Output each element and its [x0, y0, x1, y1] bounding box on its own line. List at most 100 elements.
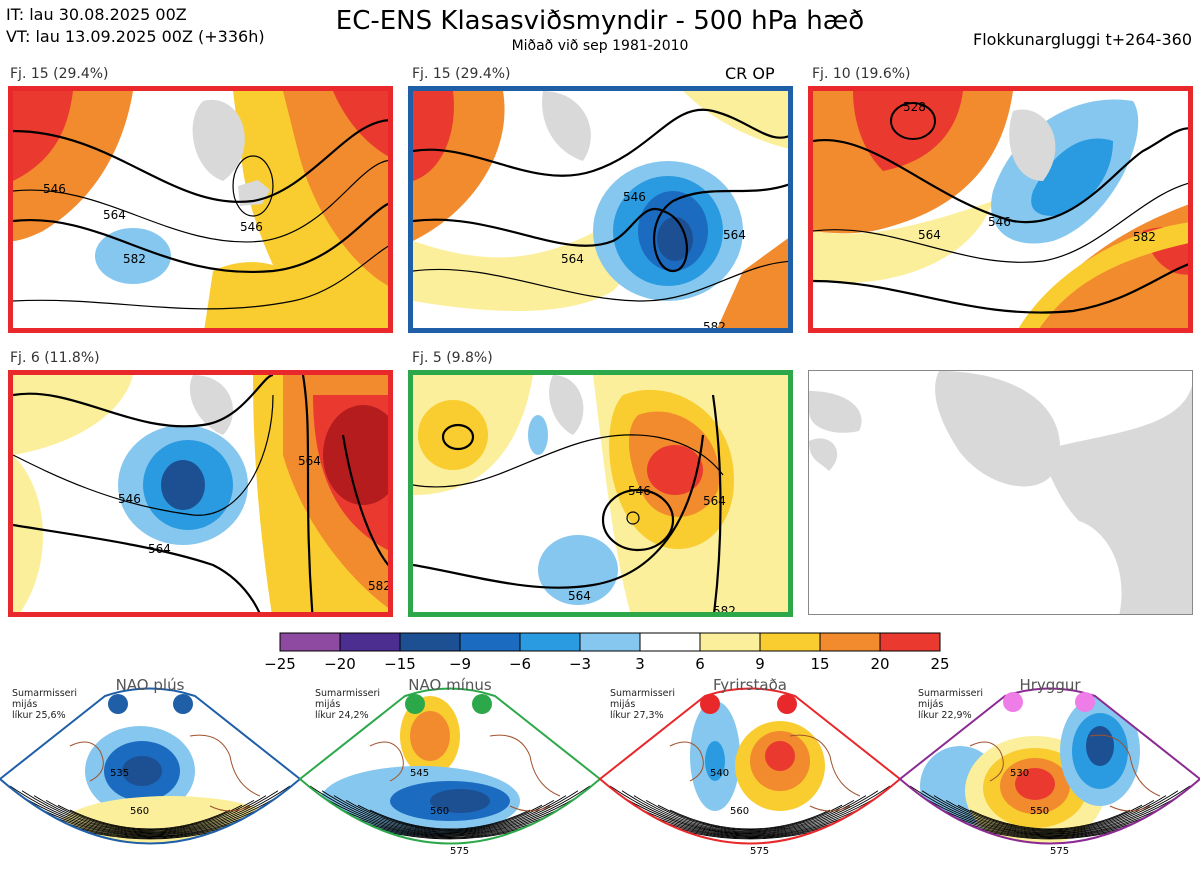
anomaly-positive-region — [647, 445, 703, 495]
colorbar-cell — [879, 632, 941, 652]
regime-contour — [9, 785, 291, 834]
anomaly-positive-region — [323, 405, 388, 505]
contour-label: 546 — [118, 492, 141, 506]
regime-frame — [0, 687, 302, 845]
regime-contour — [357, 804, 543, 831]
regime-contour — [921, 790, 1179, 834]
panel-label-5: Fj. 5 (9.8%) — [412, 350, 493, 366]
regime-coastline — [669, 734, 861, 812]
regime-map: 545 560 575 — [298, 687, 602, 857]
regime-contour-label: 560 — [130, 806, 149, 817]
regime-anomaly — [705, 741, 725, 781]
regime-contour — [57, 804, 243, 831]
colorbar-tick-label: 15 — [810, 655, 830, 673]
regime-contour-label: 575 — [450, 846, 469, 857]
regime-probability: líkur 22,9% — [918, 710, 972, 721]
chart-title: EC-ENS Klasasviðsmyndir - 500 hPa hæð — [335, 6, 865, 36]
regime-contour — [969, 809, 1131, 830]
regime-contour-label: 560 — [730, 806, 749, 817]
anomaly-positive-region — [13, 455, 43, 612]
contour-label: 564 — [703, 494, 726, 508]
land-greenland — [192, 99, 245, 181]
regime-contour-label: 530 — [1010, 768, 1029, 779]
regime-dot — [108, 694, 128, 714]
land-canada — [809, 391, 862, 433]
init-time: IT: lau 30.08.2025 00Z — [6, 5, 187, 24]
anomaly-negative-region — [1031, 138, 1113, 216]
panel-label-3: Fj. 10 (19.6%) — [812, 66, 911, 82]
regime-coastline — [69, 734, 261, 812]
regime-contour — [945, 800, 1155, 832]
contour-label: 546 — [623, 190, 646, 204]
height-contour — [13, 523, 261, 612]
chart-subtitle: Miðað við sep 1981-2010 — [511, 38, 689, 54]
anomaly-positive-region — [418, 400, 488, 470]
height-contour — [13, 160, 388, 243]
land-greenland — [1009, 109, 1056, 181]
regime-dot — [173, 694, 193, 714]
height-contour — [13, 119, 388, 203]
regime-dot — [777, 694, 797, 714]
regime-contour — [0, 780, 300, 835]
land-baffin — [809, 438, 838, 471]
anomaly-positive-region — [13, 91, 73, 181]
regime-contour — [21, 790, 279, 834]
land-greenland — [935, 371, 1061, 487]
colorbar-tick-label: 25 — [930, 655, 950, 673]
regime-anomaly — [430, 789, 490, 813]
regime-contour-label: 560 — [430, 806, 449, 817]
regime-contour — [45, 800, 255, 832]
colorbar-tick-label: 9 — [755, 655, 765, 673]
height-contour — [813, 127, 1188, 224]
regime-contour — [600, 756, 900, 840]
contour-label: 564 — [561, 252, 584, 266]
regime-meta-1: Sumarmisseri mijás líkur 25,6% — [12, 688, 77, 721]
regime-anomaly — [765, 741, 795, 771]
regime-meta-4: Sumarmisseri mijás líkur 22,9% — [918, 688, 983, 721]
regime-contour — [309, 785, 591, 834]
panel-label-4: Fj. 6 (11.8%) — [10, 350, 100, 366]
regime-contour-label: 540 — [710, 768, 729, 779]
height-contour — [813, 182, 1188, 263]
height-contour — [441, 423, 475, 451]
height-contour — [13, 375, 274, 428]
height-contour — [301, 375, 314, 612]
contour-label: 564 — [918, 228, 941, 242]
regime-frame — [298, 687, 602, 845]
classification-window: Flokkunargluggi t+264-360 — [973, 30, 1192, 49]
anomaly-negative-region — [161, 460, 205, 510]
regime-contour — [33, 795, 267, 833]
regime-season: Sumarmisseri — [12, 688, 78, 699]
anomaly-negative-region — [528, 415, 548, 455]
cluster-map-4: 546 564 564 582 — [8, 370, 393, 617]
regime-contour — [300, 756, 600, 840]
cluster-map-1: 546 564 582 546 — [8, 86, 393, 333]
colorbar-cell — [459, 632, 521, 652]
contour-label: 564 — [298, 454, 321, 468]
height-contour — [413, 183, 788, 273]
regime-contour-label: 575 — [1050, 846, 1069, 857]
colorbar-tick-label: −20 — [324, 655, 356, 673]
anomaly-positive-region — [717, 238, 788, 328]
contour-label: 564 — [103, 208, 126, 222]
regime-anomaly — [410, 711, 450, 761]
anomaly-positive-region — [813, 201, 993, 283]
regime-frame — [898, 687, 1200, 845]
regime-map: 540 560 575 — [598, 687, 902, 857]
height-contour — [413, 108, 788, 177]
anomaly-negative-region — [95, 228, 171, 284]
colorbar-tick-label: 6 — [695, 655, 705, 673]
contour-label: 564 — [568, 589, 591, 603]
panel-label-1: Fj. 15 (29.4%) — [10, 66, 109, 82]
regime-dot — [405, 694, 425, 714]
regime-dot — [472, 694, 492, 714]
land-greenland — [549, 375, 584, 435]
regime-contour — [369, 809, 531, 830]
regime-anomaly — [1086, 726, 1114, 766]
regime-title-nao-minus: NAO mínus — [408, 676, 492, 694]
regime-contour — [633, 795, 867, 833]
regime-mean: mijás — [610, 699, 636, 710]
header-init-times: IT: lau 30.08.2025 00Z VT: lau 13.09.202… — [6, 4, 265, 48]
contour-label: 546 — [988, 215, 1011, 229]
regime-mean: mijás — [918, 699, 944, 710]
